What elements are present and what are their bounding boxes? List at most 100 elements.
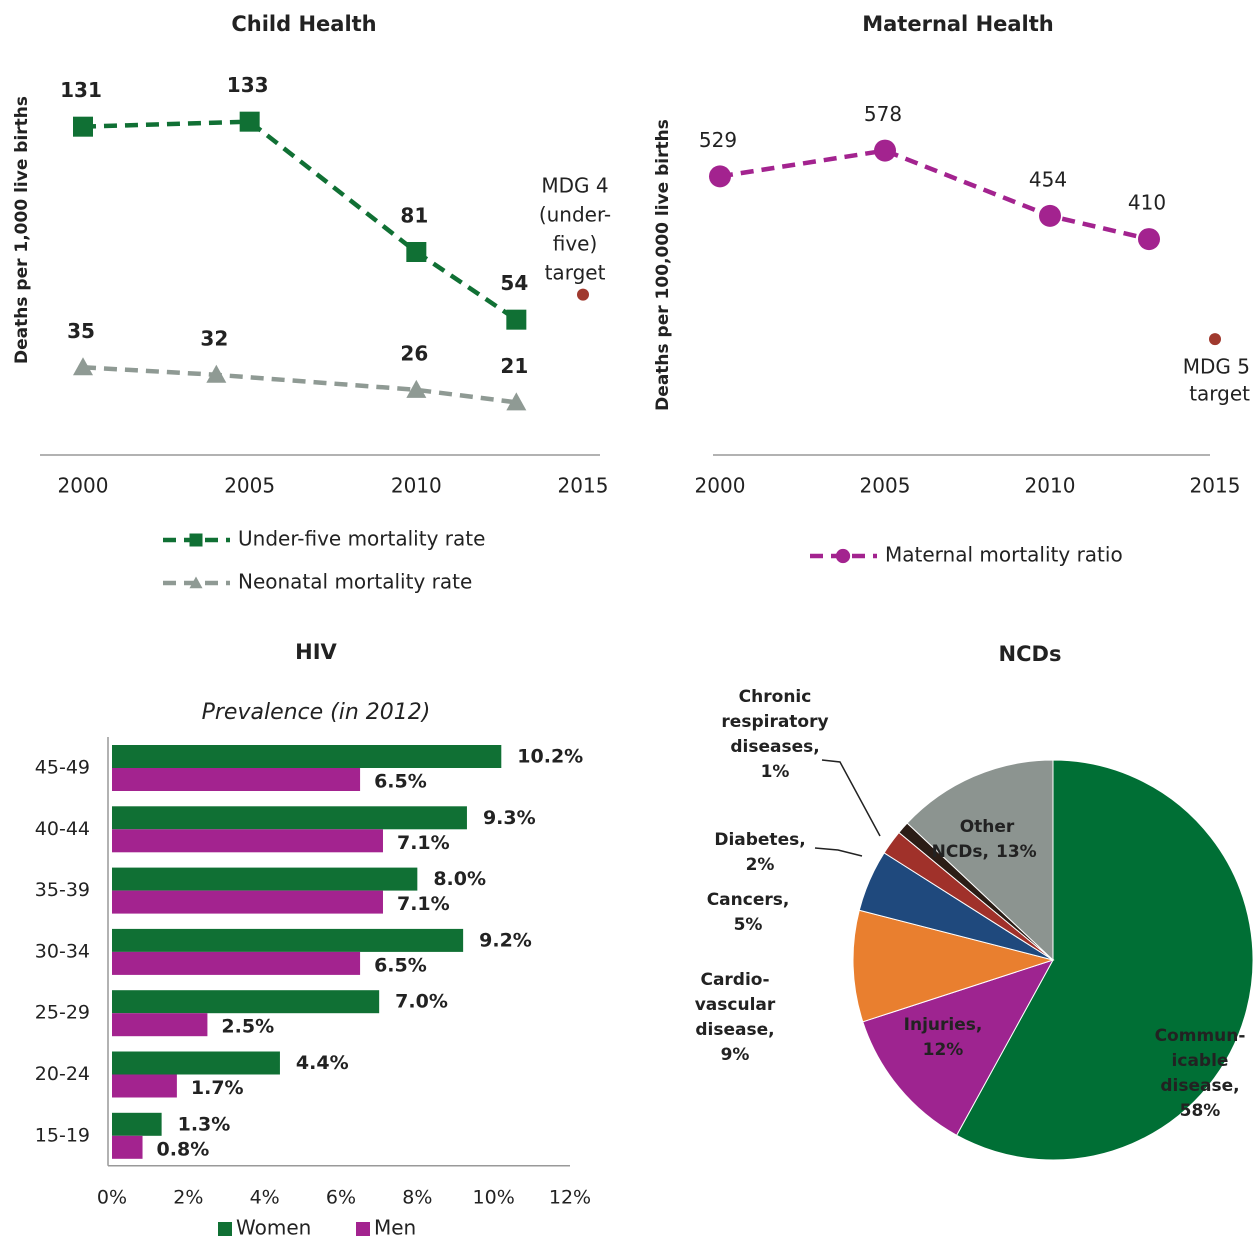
slice-label: Cardio- bbox=[700, 970, 769, 990]
data-label: 9.2% bbox=[479, 929, 532, 951]
x-tick-label: 6% bbox=[326, 1186, 356, 1208]
legend-label: Maternal mortality ratio bbox=[885, 543, 1123, 567]
marker bbox=[1039, 204, 1061, 227]
data-label: 410 bbox=[1128, 191, 1166, 215]
target-point bbox=[577, 288, 589, 301]
data-label: 7.0% bbox=[395, 991, 448, 1013]
bar bbox=[112, 951, 361, 975]
marker bbox=[506, 309, 527, 330]
y-tick-label: 30-34 bbox=[35, 940, 90, 962]
marker bbox=[506, 392, 527, 411]
marker bbox=[73, 116, 93, 137]
slice-label: Diabetes, bbox=[714, 830, 805, 850]
x-tick-label: 2010 bbox=[1025, 474, 1076, 498]
pie-slice bbox=[852, 909, 1055, 1023]
leader-line bbox=[814, 847, 863, 857]
x-tick-label: 2010 bbox=[391, 474, 442, 498]
series-line bbox=[82, 365, 517, 405]
data-label: 2.5% bbox=[221, 1016, 274, 1038]
legend-swatch bbox=[356, 1222, 370, 1236]
y-tick-label: 15-19 bbox=[35, 1124, 90, 1146]
data-label: 7.1% bbox=[397, 893, 450, 915]
marker bbox=[189, 576, 203, 589]
marker bbox=[206, 364, 227, 383]
y-tick-label: 45-49 bbox=[35, 757, 90, 779]
x-tick-label: 0% bbox=[97, 1186, 127, 1208]
slice-value: 1% bbox=[761, 762, 790, 782]
bar bbox=[112, 1013, 208, 1037]
bar bbox=[112, 829, 383, 853]
series-line bbox=[82, 119, 518, 322]
data-label: 6.5% bbox=[374, 954, 427, 976]
data-label: 578 bbox=[864, 102, 902, 126]
bar bbox=[112, 745, 502, 768]
slice-label: disease, bbox=[1160, 1076, 1239, 1096]
slice-label: Chronic bbox=[739, 687, 812, 707]
target-label: MDG 4 bbox=[541, 174, 608, 198]
x-tick-label: 10% bbox=[473, 1186, 515, 1208]
slice-value: 5% bbox=[734, 915, 763, 935]
marker bbox=[189, 533, 203, 547]
data-label: 21 bbox=[500, 354, 528, 378]
marker bbox=[239, 111, 260, 132]
chart-subtitle: Prevalence (in 2012) bbox=[202, 700, 431, 725]
slice-value: 13% bbox=[996, 842, 1037, 862]
slice-label: respiratory bbox=[721, 712, 828, 732]
pie-slice bbox=[906, 759, 1054, 962]
marker bbox=[874, 139, 896, 162]
data-label: 1.3% bbox=[178, 1113, 231, 1135]
legend-label: Neonatal mortality rate bbox=[238, 570, 472, 594]
data-label: 529 bbox=[699, 128, 737, 152]
y-tick-label: 20-24 bbox=[35, 1063, 90, 1085]
legend-label: Women bbox=[236, 1216, 311, 1240]
slice-label: Cancers, bbox=[707, 890, 790, 910]
slice-value: 12% bbox=[923, 1040, 964, 1060]
data-label: 10.2% bbox=[517, 746, 583, 768]
series-line bbox=[719, 148, 1150, 242]
data-label: 6.5% bbox=[374, 771, 427, 793]
target-label: five) bbox=[553, 232, 598, 256]
data-label: 4.4% bbox=[296, 1052, 349, 1074]
bar bbox=[112, 1135, 143, 1159]
slice-value: 9% bbox=[721, 1045, 750, 1065]
target-label: (under- bbox=[539, 203, 611, 227]
x-tick-label: 2005 bbox=[860, 474, 911, 498]
marker bbox=[73, 357, 93, 376]
data-label: 35 bbox=[67, 319, 95, 343]
slice-label: disease, bbox=[695, 1020, 774, 1040]
data-label: 9.3% bbox=[483, 807, 536, 829]
pie-slice bbox=[862, 959, 1055, 1136]
x-tick-label: 12% bbox=[549, 1186, 591, 1208]
bar bbox=[112, 890, 383, 914]
data-label: 26 bbox=[400, 341, 428, 365]
legend-swatch bbox=[218, 1222, 232, 1236]
slice-label: vascular bbox=[695, 995, 776, 1015]
y-axis-label: Deaths per 100,000 live births bbox=[653, 119, 673, 411]
chart-title: NCDs bbox=[999, 642, 1062, 666]
data-label: 81 bbox=[400, 203, 428, 227]
marker bbox=[406, 241, 427, 262]
x-tick-label: 8% bbox=[402, 1186, 432, 1208]
pie-slice bbox=[955, 759, 1253, 1161]
x-tick-label: 2000 bbox=[695, 474, 746, 498]
bar bbox=[112, 928, 464, 952]
legend-label: Men bbox=[374, 1216, 416, 1240]
legend-label: Under-five mortality rate bbox=[238, 527, 485, 551]
x-tick-label: 2% bbox=[173, 1186, 203, 1208]
x-tick-label: 2005 bbox=[224, 474, 275, 498]
data-label: 7.1% bbox=[397, 832, 450, 854]
slice-label: Other bbox=[960, 817, 1015, 837]
bar bbox=[112, 768, 361, 791]
marker bbox=[709, 165, 731, 188]
bar bbox=[112, 806, 467, 830]
marker bbox=[1138, 228, 1160, 251]
marker bbox=[835, 548, 851, 564]
target-point bbox=[1209, 333, 1221, 346]
y-tick-label: 35-39 bbox=[35, 879, 90, 901]
x-tick-label: 4% bbox=[250, 1186, 280, 1208]
y-tick-label: 40-44 bbox=[35, 818, 90, 840]
x-tick-label: 2015 bbox=[1190, 474, 1241, 498]
y-tick-label: 25-29 bbox=[35, 1002, 90, 1024]
target-label: target bbox=[1189, 382, 1250, 406]
